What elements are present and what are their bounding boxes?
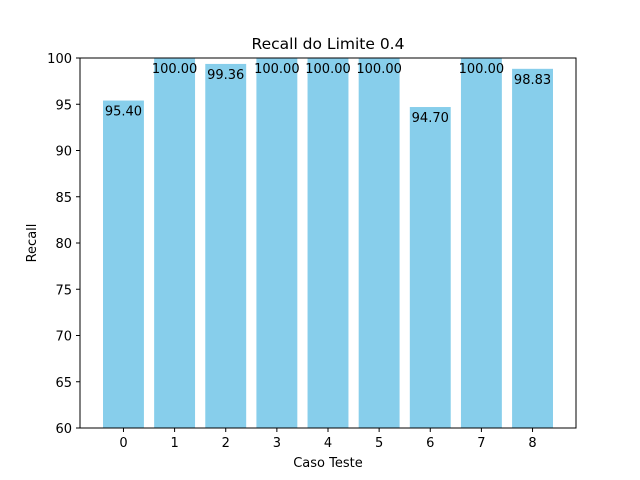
data-label-1: 100.00 (152, 62, 198, 77)
data-label-5: 100.00 (356, 62, 402, 77)
x-axis-ticks: 0 1 2 3 4 5 6 7 8 (119, 428, 537, 451)
x-tick-label-3: 3 (273, 436, 281, 451)
x-axis-label: Caso Teste (293, 456, 363, 471)
data-label-7: 100.00 (459, 62, 505, 77)
bar-4 (307, 58, 349, 428)
y-tick-label-70: 70 (55, 330, 72, 345)
y-tick-label-90: 90 (55, 145, 72, 160)
x-tick-label-4: 4 (324, 436, 332, 451)
y-tick-label-95: 95 (55, 98, 72, 113)
bar-7 (460, 58, 502, 428)
y-tick-label-80: 80 (55, 237, 72, 252)
bar-3 (256, 58, 298, 428)
bar-6 (409, 107, 451, 429)
data-label-8: 98.83 (514, 73, 551, 88)
y-tick-label-65: 65 (55, 376, 72, 391)
x-tick-label-0: 0 (119, 436, 127, 451)
bar-5 (358, 58, 400, 428)
data-label-4: 100.00 (305, 62, 351, 77)
x-tick-label-5: 5 (375, 436, 383, 451)
bar-8 (512, 68, 553, 428)
data-label-0: 95.40 (105, 105, 142, 120)
x-tick-label-2: 2 (222, 436, 230, 451)
y-tick-label-75: 75 (55, 283, 72, 298)
chart-title: Recall do Limite 0.4 (252, 35, 405, 53)
bars-group (103, 58, 553, 429)
x-tick-label-8: 8 (528, 436, 536, 451)
data-label-2: 99.36 (207, 68, 244, 83)
y-tick-label-85: 85 (55, 191, 72, 206)
bar-2 (205, 63, 247, 429)
bar-0 (103, 100, 144, 429)
y-axis-label: Recall (25, 224, 40, 263)
data-label-6: 94.70 (412, 111, 449, 126)
x-tick-label-7: 7 (477, 436, 485, 451)
y-tick-label-60: 60 (55, 422, 72, 437)
bar-1 (154, 58, 196, 428)
y-axis-ticks: 60 65 70 75 80 85 90 95 100 (47, 52, 80, 437)
data-labels-group: 95.40 100.00 99.36 100.00 100.00 100.00 94.70 1… (105, 62, 551, 126)
x-tick-label-6: 6 (426, 436, 434, 451)
data-label-3: 100.00 (254, 62, 300, 77)
y-tick-label-100: 100 (47, 52, 72, 67)
x-tick-label-1: 1 (170, 436, 178, 451)
